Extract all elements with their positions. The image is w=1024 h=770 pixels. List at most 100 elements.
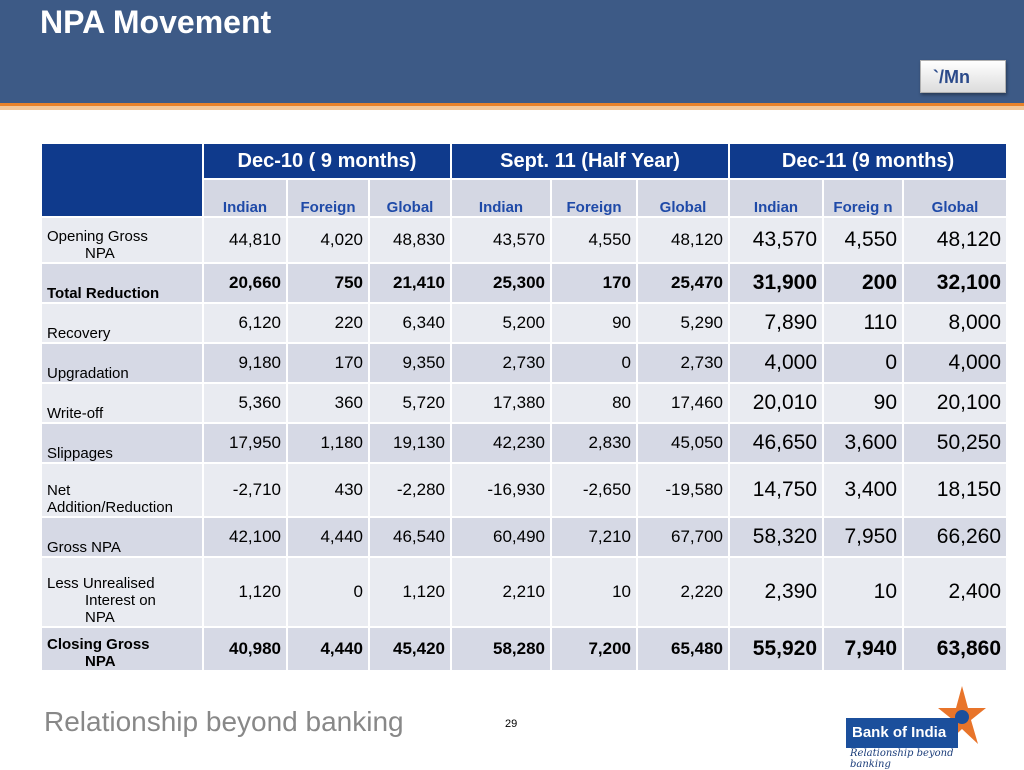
value-cell: 170 <box>286 342 370 384</box>
row-label-line: Less Unrealised <box>47 575 155 592</box>
row-label-line: NPA <box>85 245 115 262</box>
value-cell: 14,750 <box>728 462 825 518</box>
value-cell: 200 <box>822 262 905 304</box>
row-label-line: Total Reduction <box>47 285 160 302</box>
table-row: Upgradation 9,180 170 9,350 2,730 0 2,730 4,000… <box>40 342 1009 384</box>
value-cell: 7,200 <box>550 626 639 672</box>
value-cell: 2,400 <box>902 556 1009 628</box>
row-label-line: Write-off <box>47 405 104 422</box>
value-cell: 45,420 <box>367 626 453 672</box>
logo-tagline: Relationship beyond banking <box>850 748 954 770</box>
value-cell: 5,720 <box>367 382 453 424</box>
row-label: Recovery <box>40 302 204 344</box>
value-cell: 67,700 <box>636 516 731 558</box>
value-cell: -19,580 <box>636 462 731 518</box>
row-label-line: Gross NPA <box>47 539 121 556</box>
logo-wordmark: Bank of India <box>846 718 958 748</box>
value-cell: 80 <box>550 382 639 424</box>
star-icon <box>938 686 986 744</box>
value-cell: 46,540 <box>367 516 453 558</box>
value-cell: 55,920 <box>728 626 825 672</box>
table-row: Gross NPA 42,100 4,440 46,540 60,490 7,210 67,… <box>40 516 1009 558</box>
table-row: Less Unrealised Interest on NPA 1,120 0 1,120… <box>40 556 1009 628</box>
value-cell: 20,660 <box>202 262 288 304</box>
header-divider <box>0 106 1024 110</box>
value-cell: 4,440 <box>286 516 370 558</box>
value-cell: 4,000 <box>728 342 825 384</box>
row-label: Closing Gross NPA <box>40 626 204 672</box>
row-label: Slippages <box>40 422 204 464</box>
row-label-line: Opening Gross <box>47 228 148 245</box>
value-cell: 7,210 <box>550 516 639 558</box>
bank-of-india-logo: Bank of India Relationship beyond bankin… <box>842 684 992 770</box>
row-label-line: Net <box>47 482 71 499</box>
value-cell: 45,050 <box>636 422 731 464</box>
row-label-line: NPA <box>85 609 115 626</box>
value-cell: 2,220 <box>636 556 731 628</box>
value-cell: 50,250 <box>902 422 1009 464</box>
value-cell: 5,290 <box>636 302 731 344</box>
value-cell: 7,890 <box>728 302 825 344</box>
row-label: Write-off <box>40 382 204 424</box>
row-label-line: NPA <box>85 653 116 670</box>
value-cell: 21,410 <box>367 262 453 304</box>
value-cell: 220 <box>286 302 370 344</box>
row-label: Opening Gross NPA <box>40 216 204 264</box>
table-row: Recovery 6,120 220 6,340 5,200 90 5,290 7,890 11… <box>40 302 1009 344</box>
value-cell: 4,550 <box>550 216 639 264</box>
table-row: Net Addition/Reduction -2,710 430 -2,280 -16,… <box>40 462 1009 518</box>
slide-header: NPA Movement `/Mn <box>0 0 1024 106</box>
subheader-global: Global <box>636 178 731 218</box>
group-header-sept11: Sept. 11 (Half Year) <box>450 142 731 180</box>
value-cell: -16,930 <box>450 462 553 518</box>
value-cell: 25,300 <box>450 262 553 304</box>
value-cell: 750 <box>286 262 370 304</box>
value-cell: 430 <box>286 462 370 518</box>
table-row: Write-off 5,360 360 5,720 17,380 80 17,460 20,0… <box>40 382 1009 424</box>
value-cell: 17,460 <box>636 382 731 424</box>
subheader-global: Global <box>902 178 1009 218</box>
row-label: Upgradation <box>40 342 204 384</box>
row-label: Net Addition/Reduction <box>40 462 204 518</box>
value-cell: 3,600 <box>822 422 905 464</box>
value-cell: 19,130 <box>367 422 453 464</box>
footer-tagline: Relationship beyond banking <box>44 706 404 737</box>
row-label-line: Closing Gross <box>47 636 150 653</box>
value-cell: 2,390 <box>728 556 825 628</box>
value-cell: 32,100 <box>902 262 1009 304</box>
value-cell: 17,950 <box>202 422 288 464</box>
value-cell: 8,000 <box>902 302 1009 344</box>
row-label-line: Addition/Reduction <box>47 499 173 516</box>
value-cell: 48,120 <box>902 216 1009 264</box>
value-cell: -2,280 <box>367 462 453 518</box>
subheader-indian: Indian <box>728 178 825 218</box>
row-label: Gross NPA <box>40 516 204 558</box>
value-cell: 4,000 <box>902 342 1009 384</box>
value-cell: 360 <box>286 382 370 424</box>
value-cell: -2,650 <box>550 462 639 518</box>
table-row: Closing Gross NPA 40,980 4,440 45,420 58,280 7… <box>40 626 1009 672</box>
value-cell: 4,020 <box>286 216 370 264</box>
value-cell: 46,650 <box>728 422 825 464</box>
value-cell: 48,830 <box>367 216 453 264</box>
group-header-dec10: Dec-10 ( 9 months) <box>201 142 453 180</box>
value-cell: 17,380 <box>450 382 553 424</box>
value-cell: 42,100 <box>202 516 288 558</box>
value-cell: 5,200 <box>450 302 553 344</box>
value-cell: 58,280 <box>450 626 553 672</box>
row-label-line: Slippages <box>47 445 113 462</box>
value-cell: 170 <box>550 262 639 304</box>
value-cell: 7,950 <box>822 516 905 558</box>
value-cell: 0 <box>286 556 370 628</box>
value-cell: 58,320 <box>728 516 825 558</box>
value-cell: 48,120 <box>636 216 731 264</box>
value-cell: 31,900 <box>728 262 825 304</box>
value-cell: 9,350 <box>367 342 453 384</box>
row-label-line: Upgradation <box>47 365 129 382</box>
slide-title: NPA Movement <box>40 4 272 40</box>
row-label-line: Recovery <box>47 325 111 342</box>
value-cell: 1,180 <box>286 422 370 464</box>
value-cell: 40,980 <box>202 626 288 672</box>
row-label: Total Reduction <box>40 262 204 304</box>
row-label-line: Interest on <box>85 592 156 609</box>
